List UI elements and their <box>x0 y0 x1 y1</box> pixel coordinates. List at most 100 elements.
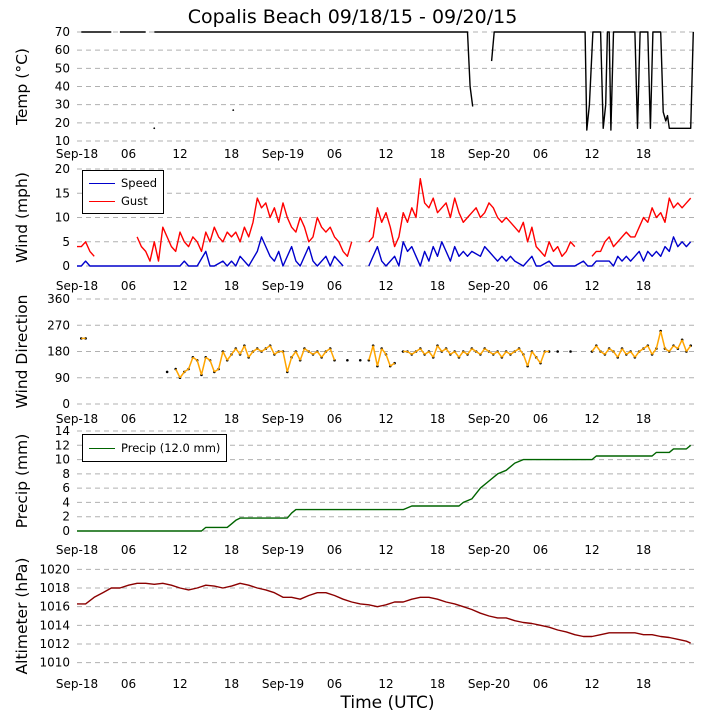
x-tick-label: 06 <box>121 147 136 161</box>
x-tick-label: 06 <box>121 412 136 426</box>
x-tick-label: 18 <box>430 279 445 293</box>
direction-segment <box>643 345 649 350</box>
direction-segment <box>381 348 387 355</box>
direction-segment <box>647 345 653 355</box>
y-tick-label: 0 <box>62 259 70 273</box>
y-tick-label: 20 <box>55 162 70 176</box>
direction-segment <box>213 368 220 373</box>
y-tick-label: 10 <box>55 453 70 467</box>
x-tick-label: 18 <box>636 543 651 557</box>
direction-segment <box>325 347 331 353</box>
x-tick-label: 18 <box>636 677 651 691</box>
x-tick-label: 18 <box>224 412 239 426</box>
direction-segment <box>415 347 421 353</box>
y-tick-label: 30 <box>55 98 70 112</box>
y-tick-label: 270 <box>47 318 70 332</box>
direction-segment <box>411 350 417 356</box>
direction-segment <box>295 351 301 361</box>
y-tick-label: 50 <box>55 61 70 75</box>
direction-segment <box>526 351 533 367</box>
x-tick-label: 12 <box>172 279 187 293</box>
direction-segment <box>634 351 640 358</box>
x-tick-label: Sep-18 <box>56 677 98 691</box>
x-tick-label: 12 <box>584 147 599 161</box>
direction-segment <box>222 351 228 361</box>
direction-segment <box>522 354 529 367</box>
direction-segment <box>466 348 473 355</box>
direction-segment <box>196 360 203 376</box>
x-tick-label: Sep-19 <box>262 412 304 426</box>
direction-segment <box>630 351 636 358</box>
y-tick-label: 8 <box>62 467 70 481</box>
legend-swatch-speed <box>89 182 115 184</box>
x-tick-label: Sep-19 <box>262 543 304 557</box>
alt-series-altimeter <box>77 582 691 644</box>
precip-series-precip-12-0-mm <box>77 444 692 532</box>
precip-legend: Precip (12.0 mm) <box>82 434 228 462</box>
direction-segment <box>286 357 293 373</box>
direction-segment <box>604 348 610 355</box>
direction-segment <box>372 345 379 367</box>
direction-segment <box>256 347 262 353</box>
direction-segment <box>230 348 237 355</box>
legend-label-precip: Precip (12.0 mm) <box>121 441 221 455</box>
x-tick-label: 18 <box>430 677 445 691</box>
legend-label-gust: Gust <box>121 194 148 208</box>
x-tick-label: 18 <box>636 412 651 426</box>
chart-title: Copalis Beach 09/18/15 - 09/20/15 <box>187 6 518 28</box>
legend-label-speed: Speed <box>121 176 158 190</box>
temp-series-temp <box>81 31 694 131</box>
x-tick-label: 06 <box>327 279 342 293</box>
y-tick-label: 180 <box>47 345 70 359</box>
x-tick-label: 06 <box>533 147 548 161</box>
x-tick-label: 18 <box>224 543 239 557</box>
y-tick-label: 14 <box>55 424 70 438</box>
y-tick-label: 360 <box>47 292 70 306</box>
x-tick-label: 12 <box>378 279 393 293</box>
direction-segment <box>243 345 250 358</box>
direction-segment <box>621 348 627 355</box>
legend-swatch-gust <box>89 200 115 202</box>
direction-segment <box>475 350 481 356</box>
direction-segment <box>685 345 692 352</box>
direction-segment <box>681 339 688 352</box>
x-tick-label: Sep-18 <box>56 147 98 161</box>
direction-segment <box>312 350 318 356</box>
wind-legend: Speed Gust <box>82 170 165 214</box>
direction-segment <box>591 345 597 352</box>
x-tick-label: Sep-20 <box>468 412 510 426</box>
x-tick-label: 06 <box>533 412 548 426</box>
direction-segment <box>518 348 524 355</box>
direction-segment <box>673 345 679 350</box>
direction-segment <box>389 362 396 367</box>
y-tick-label: 1016 <box>39 600 70 614</box>
direction-segment <box>454 351 460 358</box>
x-tick-label: 12 <box>584 543 599 557</box>
direction-segment <box>205 356 211 361</box>
direction-segment <box>505 350 511 356</box>
x-tick-label: 12 <box>378 147 393 161</box>
direction-segment <box>239 345 246 355</box>
y-tick-label: 60 <box>55 43 70 57</box>
direction-segment <box>419 348 426 355</box>
direction-segment <box>235 348 241 355</box>
x-tick-label: 18 <box>636 147 651 161</box>
direction-point <box>165 370 169 374</box>
x-tick-label: Sep-20 <box>468 543 510 557</box>
direction-segment <box>664 347 670 353</box>
direction-segment <box>200 357 207 376</box>
x-tick-label: Sep-18 <box>56 279 98 293</box>
direction-segment <box>514 347 520 353</box>
direction-segment <box>496 351 503 358</box>
y-tick-label: 1010 <box>39 656 70 670</box>
y-tick-label: 0 <box>62 524 70 538</box>
direction-segment <box>612 351 619 358</box>
direction-point <box>358 358 362 362</box>
y-tick-label: 2 <box>62 510 70 524</box>
alt-y-axis-label: Altimeter (hPa) <box>13 558 31 675</box>
direction-point <box>346 358 349 362</box>
direction-segment <box>329 348 336 361</box>
direction-segment <box>299 348 306 361</box>
direction-segment <box>445 348 451 355</box>
